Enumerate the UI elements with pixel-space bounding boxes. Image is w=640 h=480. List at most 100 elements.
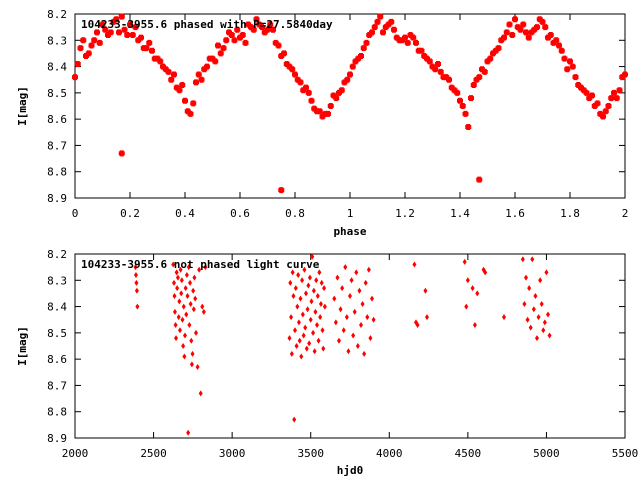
- x-tick-label: 4500: [455, 447, 482, 460]
- unphased-light-curve-panel: 8.2 8.3 8.4 8.5 8.6 8.7 8.8 8.9 2000 2500 3000 350…: [16, 248, 638, 477]
- data-point: [523, 29, 529, 36]
- data-point: [88, 42, 95, 49]
- data-point: [608, 95, 615, 102]
- data-point: [481, 68, 488, 75]
- x-tick-label: 5000: [533, 447, 560, 460]
- data-point: [293, 327, 297, 334]
- data-point: [197, 266, 202, 273]
- data-point: [127, 21, 133, 28]
- data-point: [133, 264, 138, 271]
- data-point: [287, 335, 292, 342]
- data-point: [77, 45, 84, 52]
- data-point: [503, 29, 510, 36]
- data-point: [327, 103, 334, 109]
- data-point: [347, 71, 353, 78]
- data-point: [300, 277, 305, 284]
- data-point: [536, 314, 541, 321]
- data-point: [289, 66, 296, 73]
- data-point: [177, 298, 182, 305]
- data-point: [94, 29, 100, 36]
- x-tick-label: 0.8: [285, 207, 305, 220]
- y-tick-label: 8.5: [47, 87, 67, 100]
- data-point: [198, 390, 203, 397]
- data-point: [264, 26, 271, 33]
- data-point: [313, 308, 318, 315]
- data-point: [193, 295, 198, 302]
- data-point: [291, 293, 296, 300]
- data-point: [346, 348, 351, 355]
- data-point: [143, 45, 150, 52]
- data-point: [509, 32, 516, 39]
- data-point: [297, 337, 302, 344]
- data-point: [600, 113, 606, 120]
- data-point: [476, 176, 483, 183]
- data-point: [85, 50, 92, 57]
- y-axis-ticks: 8.2 8.3 8.4 8.5 8.6 8.7 8.8 8.9: [47, 248, 625, 445]
- data-point: [517, 26, 524, 33]
- data-point: [91, 37, 98, 44]
- data-point: [370, 295, 374, 302]
- data-point: [368, 335, 373, 342]
- data-point: [335, 274, 340, 281]
- y-tick-label: 8.4: [47, 301, 67, 314]
- data-point: [410, 34, 417, 41]
- data-point: [296, 319, 301, 326]
- data-points: [133, 253, 552, 436]
- data-point: [539, 300, 544, 307]
- data-point: [203, 264, 208, 271]
- data-point: [308, 316, 313, 323]
- data-point: [184, 311, 189, 318]
- data-point: [191, 287, 196, 294]
- data-point: [391, 26, 397, 33]
- x-tick-label: 2000: [62, 447, 89, 460]
- data-point: [583, 89, 590, 96]
- data-point: [462, 110, 469, 117]
- data-point: [344, 76, 351, 83]
- x-tick-label: 0.6: [230, 207, 250, 220]
- data-point: [404, 39, 411, 46]
- data-point: [366, 266, 371, 273]
- x-tick-label: 0.4: [175, 207, 195, 220]
- data-point: [174, 269, 179, 276]
- data-point: [495, 45, 502, 52]
- data-point: [301, 332, 306, 339]
- data-point: [290, 269, 295, 276]
- data-point: [289, 314, 294, 321]
- data-point: [299, 353, 304, 360]
- data-point: [483, 269, 488, 276]
- data-point: [432, 66, 439, 73]
- data-point: [295, 303, 300, 310]
- data-point: [179, 277, 184, 284]
- data-point: [435, 60, 441, 67]
- data-point: [132, 24, 139, 31]
- data-point: [558, 47, 565, 54]
- data-point: [307, 340, 312, 347]
- data-point: [311, 287, 316, 294]
- data-point: [535, 335, 539, 342]
- data-point: [520, 256, 525, 263]
- data-point: [172, 308, 177, 315]
- data-point: [465, 277, 470, 284]
- data-point: [182, 353, 187, 360]
- data-point: [502, 314, 506, 321]
- data-point: [501, 34, 507, 41]
- data-point: [459, 103, 466, 109]
- data-point: [333, 95, 340, 102]
- data-point: [556, 42, 562, 49]
- data-point: [187, 110, 194, 117]
- y-tick-label: 8.5: [47, 327, 67, 340]
- data-point: [316, 108, 323, 115]
- data-point: [369, 29, 375, 36]
- data-point: [528, 324, 533, 331]
- data-point: [462, 258, 467, 265]
- data-point: [179, 290, 184, 297]
- data-point: [539, 18, 546, 25]
- y-tick-label: 8.2: [47, 248, 67, 261]
- data-point: [223, 37, 230, 44]
- data-point: [487, 55, 494, 62]
- data-point: [195, 364, 200, 371]
- data-point: [542, 24, 549, 31]
- data-point: [525, 34, 532, 41]
- data-point: [325, 110, 331, 117]
